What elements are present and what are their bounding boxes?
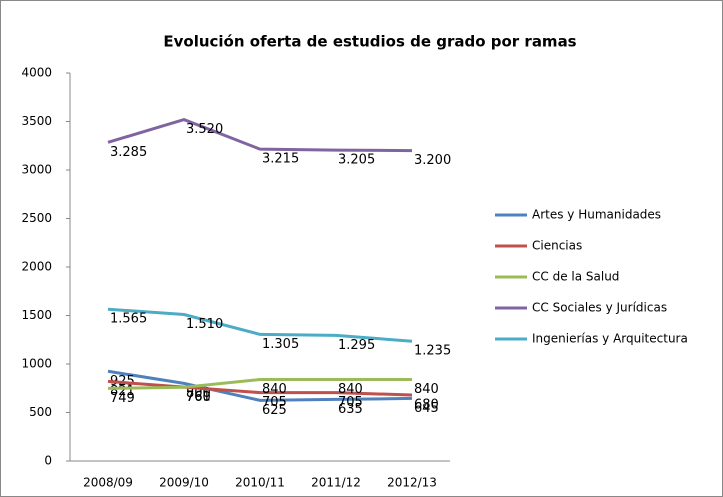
x-tick-label: 2009/10 — [159, 476, 209, 490]
legend-label: Ciencias — [532, 239, 582, 253]
data-label: 1.235 — [414, 344, 451, 359]
x-tick-label: 2010/11 — [235, 476, 285, 490]
data-label: 761 — [186, 390, 211, 405]
data-label: 1.510 — [186, 317, 223, 332]
x-tick-label: 2008/09 — [83, 476, 133, 490]
data-label: 760 — [186, 390, 211, 405]
data-label: 749 — [110, 391, 135, 406]
data-label: 3.520 — [186, 122, 223, 137]
y-tick-label: 3500 — [21, 114, 52, 128]
data-label: 625 — [262, 403, 287, 418]
legend-label: CC Sociales y Jurídicas — [532, 301, 667, 315]
y-tick-label: 500 — [29, 405, 52, 419]
data-label: 705 — [338, 395, 363, 410]
data-label: 3.200 — [414, 153, 451, 168]
data-label: 1.305 — [262, 337, 299, 352]
series-line — [107, 117, 413, 153]
data-label: 3.215 — [262, 152, 299, 167]
y-tick-label: 0 — [44, 454, 52, 468]
legend-label: Artes y Humanidades — [532, 208, 661, 222]
y-tick-label: 3000 — [21, 163, 52, 177]
series-line — [107, 379, 413, 397]
x-tick-label: 2012/13 — [387, 476, 437, 490]
y-tick-label: 2500 — [21, 211, 52, 225]
series-line — [107, 307, 413, 343]
data-label: 705 — [262, 395, 287, 410]
data-label: 645 — [414, 401, 439, 416]
chart-title: Evolución oferta de estudios de grado po… — [163, 33, 576, 51]
series-line — [107, 369, 413, 402]
data-label: 1.295 — [338, 338, 375, 353]
data-label: 840 — [414, 382, 439, 397]
data-label: 3.205 — [338, 153, 375, 168]
data-label: 1.565 — [110, 312, 147, 327]
y-tick-label: 1000 — [21, 357, 52, 371]
data-label: 840 — [262, 382, 287, 397]
data-label: 680 — [414, 398, 439, 413]
data-label: 635 — [338, 402, 363, 417]
y-tick-label: 4000 — [21, 66, 52, 80]
legend-label: Ingenierías y Arquitectura — [532, 332, 688, 346]
x-tick-label: 2011/12 — [311, 476, 361, 490]
data-label: 3.285 — [110, 145, 147, 160]
series-line — [107, 378, 412, 390]
data-label: 840 — [338, 382, 363, 397]
legend-label: CC de la Salud — [532, 270, 619, 284]
y-tick-label: 2000 — [21, 260, 52, 274]
y-tick-label: 1500 — [21, 308, 52, 322]
